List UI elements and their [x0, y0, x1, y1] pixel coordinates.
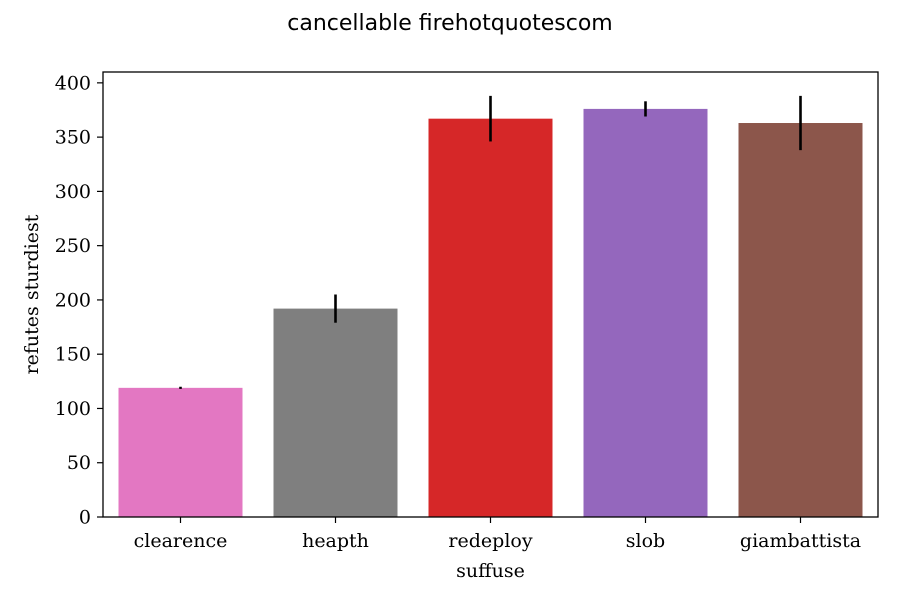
y-tick-label: 0 [79, 507, 91, 529]
y-tick-label: 250 [55, 235, 91, 257]
x-tick-label: clearence [134, 530, 228, 552]
x-axis-label: suffuse [456, 560, 525, 582]
bars-layer [118, 108, 863, 518]
y-tick-label: 350 [55, 127, 91, 149]
y-tick-label: 100 [55, 398, 91, 420]
y-axis: 0 50 100 150 200 250 300 350 400 [55, 72, 103, 529]
chart-title: cancellable firehotquotescom [287, 11, 612, 36]
bar-slob [583, 108, 708, 517]
x-tick-label: heapth [302, 530, 369, 552]
x-tick-label: giambattista [740, 530, 861, 552]
x-tick-label: redeploy [448, 530, 532, 552]
bar-heapth [273, 308, 398, 517]
y-tick-label: 150 [55, 344, 91, 366]
x-axis: clearence heapth redeploy slob giambattista [134, 517, 861, 552]
error-bars-layer [179, 95, 802, 389]
y-tick-label: 400 [55, 72, 91, 94]
bar-redeploy [428, 118, 553, 518]
y-tick-label: 300 [55, 181, 91, 203]
y-tick-label: 200 [55, 289, 91, 311]
bar-giambattista [738, 123, 863, 517]
y-tick-label: 50 [67, 452, 91, 474]
x-tick-label: slob [626, 530, 665, 552]
bar-clearence [118, 387, 243, 517]
y-axis-label: refutes sturdiest [21, 214, 43, 374]
